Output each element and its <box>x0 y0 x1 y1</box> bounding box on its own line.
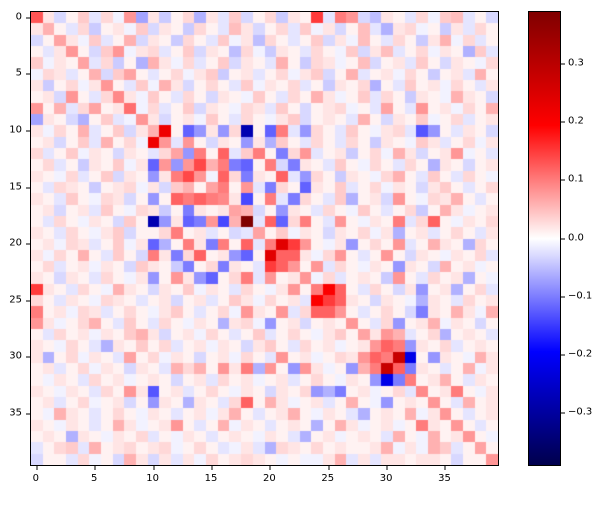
y-tick-mark <box>26 187 30 189</box>
y-axis-tick-labels: 0 5 10 15 20 25 30 35 <box>0 11 30 464</box>
x-tick-label: 15 <box>204 473 218 484</box>
colorbar-tick-mark <box>561 238 565 239</box>
y-tick-mark <box>26 413 30 415</box>
y-tick-mark <box>26 356 30 358</box>
y-tick-mark <box>26 17 30 19</box>
colorbar-tick-label: −0.2 <box>568 348 593 360</box>
colorbar-tick-label: 0.0 <box>568 232 584 243</box>
colorbar-tick-mark <box>561 354 565 356</box>
x-tick-label: 20 <box>262 473 276 484</box>
colorbar-tick-mark <box>561 412 565 414</box>
y-tick-mark <box>26 130 30 132</box>
x-tick-mark <box>211 466 213 470</box>
x-tick-label: 35 <box>438 473 451 484</box>
y-tick-label: 10 <box>9 124 22 136</box>
colorbar-tick-labels: 0.3 0.2 0.1 0.0 −0.1 −0.2 −0.3 <box>561 11 605 464</box>
colorbar-gradient <box>529 12 560 465</box>
y-tick-label: 30 <box>9 350 22 362</box>
y-tick-label: 25 <box>9 294 22 306</box>
colorbar-tick-label: 0.3 <box>568 57 584 69</box>
y-tick-mark <box>26 243 30 245</box>
y-tick-label: 35 <box>9 407 22 419</box>
x-tick-mark <box>94 466 96 470</box>
y-tick-label: 20 <box>9 237 22 249</box>
y-tick-label: 5 <box>15 67 22 79</box>
x-tick-mark <box>269 466 271 470</box>
colorbar <box>528 11 565 466</box>
y-tick-mark <box>26 300 30 302</box>
colorbar-tick-mark <box>561 121 565 123</box>
y-axis: 0 5 10 15 20 25 30 35 <box>0 11 30 464</box>
x-tick-mark <box>328 466 330 470</box>
x-axis-tick-labels: 0 5 10 15 20 25 30 35 <box>30 465 497 485</box>
x-axis: 0 5 10 15 20 25 30 35 <box>30 465 497 485</box>
x-tick-label: 30 <box>379 473 393 484</box>
y-tick-mark <box>26 73 30 75</box>
colorbar-tick-mark <box>561 296 565 298</box>
x-tick-label: 0 <box>32 473 40 484</box>
x-tick-mark <box>153 466 155 470</box>
x-tick-mark <box>36 466 38 470</box>
colorbar-tick-mark <box>561 63 565 65</box>
colorbar-tick-label: −0.1 <box>568 290 593 302</box>
x-tick-label: 5 <box>91 473 98 484</box>
colorbar-tick-label: 0.1 <box>568 173 584 185</box>
x-tick-mark <box>386 466 388 470</box>
x-tick-mark <box>444 466 446 470</box>
heatmap <box>31 12 498 465</box>
x-tick-label: 10 <box>146 473 159 484</box>
heatmap-plot-area <box>26 11 499 470</box>
colorbar-tick-label: 0.2 <box>568 115 584 127</box>
y-tick-label: 15 <box>9 181 22 193</box>
colorbar-tick-label: −0.3 <box>568 406 593 418</box>
colorbar-tick-mark <box>561 179 565 181</box>
x-tick-label: 25 <box>321 473 335 484</box>
y-tick-label: 0 <box>15 11 22 23</box>
